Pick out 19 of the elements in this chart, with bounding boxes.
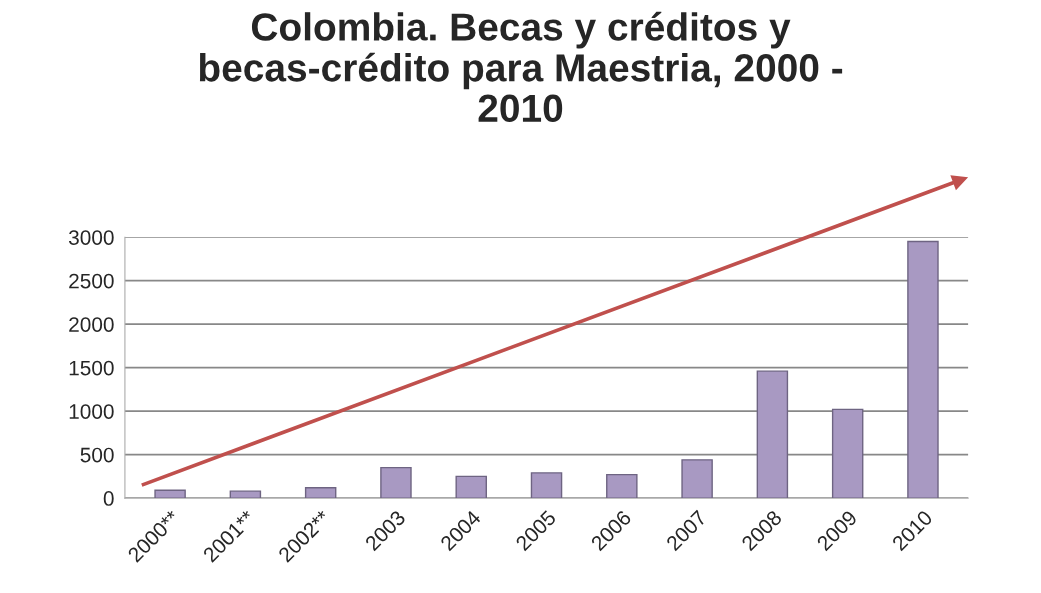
y-tick-label: 1500	[69, 360, 114, 376]
bar	[530, 472, 563, 499]
y-tick-label: 3000	[68, 230, 114, 245]
bar	[907, 240, 939, 499]
bar	[756, 370, 789, 499]
y-tick-label: 1000	[69, 404, 114, 419]
y-tick-label: 2500	[69, 273, 114, 289]
bar	[681, 459, 713, 499]
bar	[455, 475, 487, 499]
bar	[154, 489, 186, 499]
bar	[606, 473, 638, 499]
chart-title: Colombia. Becas y créditos y becas-crédito para Maestria, 2000 - 2010	[199, 11, 843, 123]
y-tick-label: 500	[80, 447, 114, 463]
bar	[229, 490, 262, 499]
y-tick-label: 2000	[69, 317, 114, 332]
bar	[304, 486, 337, 499]
bar	[380, 466, 412, 499]
y-tick-label: 0	[103, 491, 114, 506]
bar	[831, 408, 864, 499]
